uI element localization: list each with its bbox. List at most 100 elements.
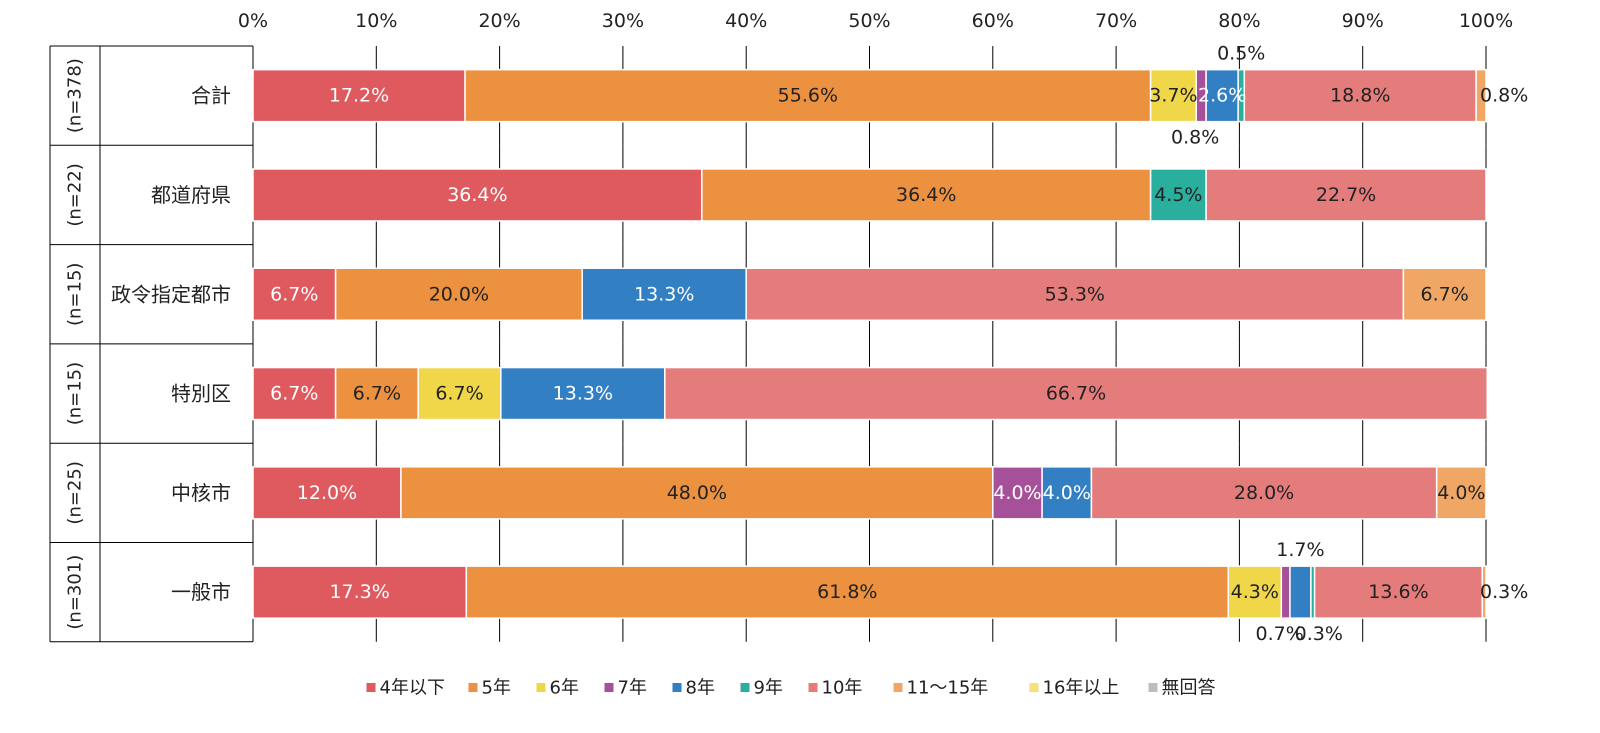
- legend-swatch: [536, 683, 546, 692]
- legend-label: 無回答: [1162, 678, 1216, 699]
- bar-segment: [1402, 267, 1487, 321]
- data-label: 12.0%: [297, 482, 357, 504]
- bar-segment: [464, 68, 1152, 123]
- data-label: 0.5%: [1217, 43, 1265, 65]
- category-label: 特別区: [171, 382, 231, 406]
- legend-swatch: [1029, 683, 1039, 692]
- data-label: 48.0%: [667, 482, 727, 504]
- legend-label: 11〜15年: [907, 678, 989, 699]
- data-label: 22.7%: [1316, 184, 1376, 206]
- bar-segment: [664, 366, 1488, 421]
- n-label: (n=15): [65, 362, 86, 425]
- data-label: 55.6%: [778, 85, 838, 107]
- bar-segment: [1227, 565, 1283, 619]
- data-label: 36.4%: [447, 184, 507, 206]
- n-label: (n=15): [65, 263, 86, 326]
- data-label: 4.5%: [1154, 184, 1202, 206]
- legend-swatch: [672, 683, 682, 692]
- data-label: 3.7%: [1149, 85, 1197, 107]
- x-tick-label: 10%: [355, 10, 397, 32]
- data-label: 53.3%: [1045, 283, 1105, 305]
- data-label: 6.7%: [435, 383, 483, 405]
- legend-label: 10年: [822, 678, 863, 699]
- bar-segment: [400, 466, 994, 520]
- category-label: 一般市: [171, 580, 231, 604]
- bar-segment: [1289, 565, 1312, 619]
- bar-segment: [1243, 68, 1477, 123]
- bar-segment: [252, 366, 337, 421]
- data-label: 2.6%: [1198, 85, 1246, 107]
- n-label: (n=25): [65, 461, 86, 524]
- legend-label: 8年: [686, 678, 715, 699]
- legend-label: 4年以下: [380, 678, 445, 699]
- x-tick-label: 100%: [1459, 10, 1513, 32]
- data-label: 4.3%: [1231, 581, 1279, 603]
- data-label: 17.3%: [329, 581, 389, 603]
- data-label: 13.3%: [553, 383, 613, 405]
- bar-segment: [252, 68, 466, 123]
- data-label: 6.7%: [353, 383, 401, 405]
- bar-segment: [1205, 168, 1487, 222]
- bar-segment: [1475, 68, 1487, 123]
- legend-swatch: [893, 683, 903, 692]
- data-label: 4.0%: [993, 482, 1041, 504]
- bar-segment: [500, 366, 666, 421]
- data-label: 0.8%: [1480, 85, 1528, 107]
- data-label: 28.0%: [1234, 482, 1294, 504]
- data-label: 6.7%: [1421, 283, 1469, 305]
- data-label: 6.7%: [270, 383, 318, 405]
- bar-segment: [252, 267, 337, 321]
- category-label: 中核市: [171, 481, 231, 505]
- x-tick-label: 90%: [1342, 10, 1384, 32]
- data-label: 61.8%: [817, 581, 877, 603]
- data-label: 66.7%: [1046, 383, 1106, 405]
- data-label: 0.8%: [1171, 127, 1219, 149]
- bar-segment: [1313, 565, 1484, 619]
- data-label: 20.0%: [429, 283, 489, 305]
- x-tick-label: 80%: [1218, 10, 1260, 32]
- legend-label: 16年以上: [1043, 678, 1120, 699]
- data-label: 0.7%: [1255, 623, 1303, 645]
- n-label: (n=378): [65, 58, 86, 133]
- data-label: 17.2%: [329, 85, 389, 107]
- legend-swatch: [808, 683, 818, 692]
- data-label: 6.7%: [270, 283, 318, 305]
- legend-label: 7年: [618, 678, 647, 699]
- bar-segment: [1149, 168, 1207, 222]
- bar-segment: [417, 366, 502, 421]
- bar-segment: [1280, 565, 1291, 619]
- bar-segment: [1090, 466, 1438, 520]
- category-label: 政令指定都市: [111, 282, 231, 306]
- x-tick-label: 40%: [725, 10, 767, 32]
- legend-swatch: [604, 683, 614, 692]
- data-label: 0.3%: [1295, 623, 1343, 645]
- bar-segment: [1041, 466, 1093, 520]
- bar-segment: [252, 168, 703, 222]
- legend-swatch: [740, 683, 750, 692]
- legend-swatch: [366, 683, 376, 692]
- data-label: 13.6%: [1368, 581, 1428, 603]
- data-label: 1.7%: [1276, 539, 1324, 561]
- legend-label: 6年: [550, 678, 579, 699]
- bar-segment: [1149, 68, 1197, 123]
- x-tick-label: 70%: [1095, 10, 1137, 32]
- legend-label: 5年: [482, 678, 511, 699]
- x-tick-label: 60%: [972, 10, 1014, 32]
- bar-segment: [334, 366, 419, 421]
- x-tick-label: 20%: [478, 10, 520, 32]
- n-label: (n=301): [65, 555, 86, 630]
- bar-segment: [334, 267, 583, 321]
- category-label: 都道府県: [151, 183, 231, 207]
- data-label: 13.3%: [634, 283, 694, 305]
- legend-swatch: [468, 683, 478, 692]
- data-label: 4.0%: [1437, 482, 1485, 504]
- data-label: 4.0%: [1043, 482, 1091, 504]
- x-tick-label: 30%: [602, 10, 644, 32]
- category-label: 合計: [191, 84, 231, 108]
- bar-segment: [701, 168, 1152, 222]
- data-label: 0.3%: [1480, 581, 1528, 603]
- n-label: (n=22): [65, 163, 86, 226]
- data-label: 18.8%: [1330, 85, 1390, 107]
